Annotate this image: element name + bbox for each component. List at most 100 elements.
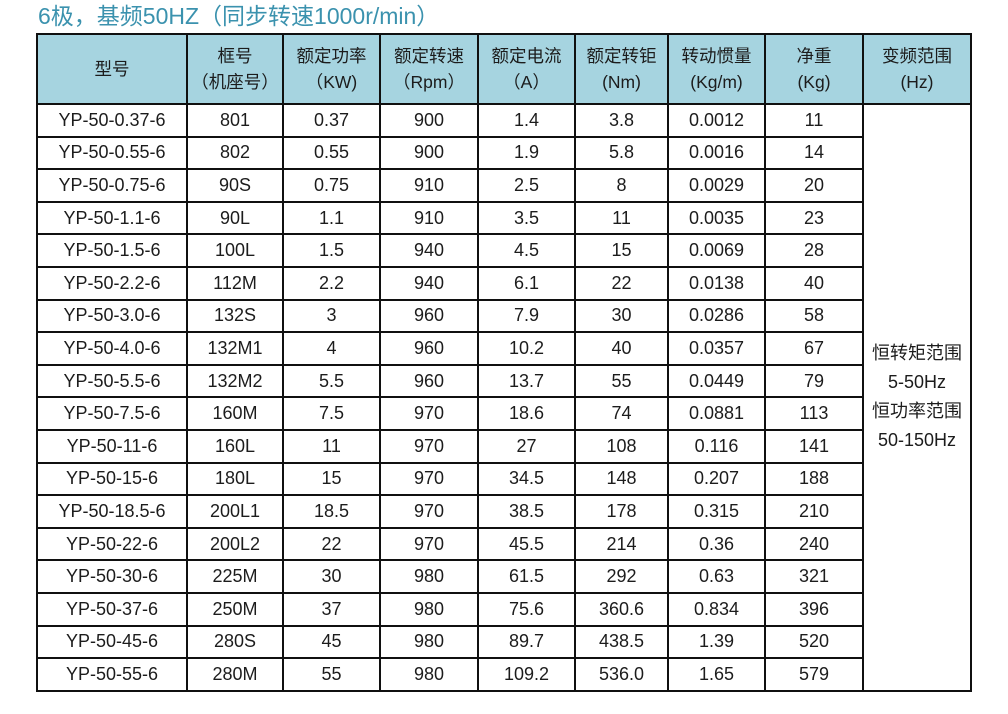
rated-torque-cell: 214: [574, 526, 669, 562]
table-row: YP-50-15-6 180L 15 970 34.5 148 0.207 188: [36, 461, 971, 497]
header-rated-current-unit: （A）: [503, 72, 550, 92]
frame-cell: 200L1: [186, 494, 284, 529]
rated-power-cell: 4: [282, 331, 381, 366]
rated-torque-cell: 11: [574, 200, 669, 236]
model-cell: YP-50-1.1-6: [36, 200, 188, 236]
net-weight-cell: 321: [764, 559, 864, 594]
rated-speed-cell: 910: [379, 200, 479, 236]
header-net-weight: 净重 (Kg): [764, 33, 864, 105]
page-title: 6极，基频50HZ（同步转速1000r/min）: [38, 3, 440, 29]
model-cell: YP-50-18.5-6: [36, 494, 188, 529]
frequency-range-cell: 恒转矩范围 5-50Hz 恒功率范围 50-150Hz: [862, 103, 972, 692]
model-cell: YP-50-22-6: [36, 526, 188, 562]
header-frame-unit: （机座号）: [191, 72, 279, 92]
frame-cell: 112M: [186, 265, 284, 301]
rated-current-cell: 109.2: [477, 657, 576, 692]
rated-speed-cell: 970: [379, 428, 479, 464]
rated-current-cell: 38.5: [477, 494, 576, 529]
rated-power-cell: 0.37: [282, 103, 381, 138]
net-weight-cell: 113: [764, 396, 864, 431]
frequency-range-line: 恒功率范围: [872, 401, 962, 422]
rated-speed-cell: 960: [379, 298, 479, 334]
inertia-cell: 0.0449: [667, 363, 766, 399]
header-inertia-label: 转动惯量: [681, 46, 752, 66]
table-row: YP-50-37-6 250M 37 980 75.6 360.6 0.834 396: [36, 591, 971, 627]
model-cell: YP-50-2.2-6: [36, 265, 188, 301]
rated-power-cell: 22: [282, 526, 381, 562]
inertia-cell: 0.207: [667, 461, 766, 497]
frame-cell: 180L: [186, 461, 284, 497]
inertia-cell: 1.65: [667, 657, 766, 692]
inertia-cell: 0.834: [667, 591, 766, 627]
rated-power-cell: 3: [282, 298, 381, 334]
rated-current-cell: 3.5: [477, 200, 576, 236]
table-row: YP-50-2.2-6 112M 2.2 940 6.1 22 0.0138 40: [36, 265, 971, 301]
header-net-weight-unit: (Kg): [797, 72, 831, 92]
rated-torque-cell: 22: [574, 265, 669, 301]
rated-speed-cell: 900: [379, 135, 479, 171]
header-rated-current-label: 额定电流: [491, 46, 562, 66]
rated-torque-cell: 74: [574, 396, 669, 431]
rated-torque-cell: 8: [574, 168, 669, 203]
rated-current-cell: 4.5: [477, 233, 576, 268]
frame-cell: 132S: [186, 298, 284, 334]
table-row: YP-50-1.1-6 90L 1.1 910 3.5 11 0.0035 23: [36, 200, 971, 236]
frame-cell: 160M: [186, 396, 284, 431]
net-weight-cell: 67: [764, 331, 864, 366]
net-weight-cell: 520: [764, 624, 864, 660]
table-row: YP-50-11-6 160L 11 970 27 108 0.116 141: [36, 428, 971, 464]
table-row: YP-50-30-6 225M 30 980 61.5 292 0.63 321: [36, 559, 971, 594]
net-weight-cell: 20: [764, 168, 864, 203]
header-frame: 框号 （机座号）: [186, 33, 284, 105]
rated-current-cell: 45.5: [477, 526, 576, 562]
inertia-cell: 0.0286: [667, 298, 766, 334]
frame-cell: 200L2: [186, 526, 284, 562]
rated-power-cell: 2.2: [282, 265, 381, 301]
model-cell: YP-50-37-6: [36, 591, 188, 627]
frequency-range-line: 50-150Hz: [877, 430, 957, 451]
table-row: YP-50-45-6 280S 45 980 89.7 438.5 1.39 520: [36, 624, 971, 660]
rated-speed-cell: 940: [379, 233, 479, 268]
inertia-cell: 1.39: [667, 624, 766, 660]
model-cell: YP-50-0.75-6: [36, 168, 188, 203]
inertia-cell: 0.0069: [667, 233, 766, 268]
frame-cell: 160L: [186, 428, 284, 464]
table-row: YP-50-5.5-6 132M2 5.5 960 13.7 55 0.0449 79: [36, 363, 971, 399]
net-weight-cell: 396: [764, 591, 864, 627]
model-cell: YP-50-15-6: [36, 461, 188, 497]
rated-current-cell: 34.5: [477, 461, 576, 497]
rated-speed-cell: 900: [379, 103, 479, 138]
rated-power-cell: 0.75: [282, 168, 381, 203]
header-rated-power-label: 额定功率: [296, 46, 367, 66]
header-rated-speed-label: 额定转速: [394, 46, 464, 66]
header-rated-torque: 额定转钜 (Nm): [574, 33, 669, 105]
rated-power-cell: 37: [282, 591, 381, 627]
rated-current-cell: 6.1: [477, 265, 576, 301]
header-rated-torque-label: 额定转钜: [586, 46, 657, 66]
rated-speed-cell: 980: [379, 624, 479, 660]
table-body: YP-50-0.37-6 801 0.37 900 1.4 3.8 0.0012 11 恒转矩范…: [36, 103, 972, 692]
inertia-cell: 0.36: [667, 526, 766, 562]
frequency-range-line: 恒转矩范围: [872, 343, 962, 364]
rated-power-cell: 55: [282, 657, 381, 692]
rated-torque-cell: 438.5: [574, 624, 669, 660]
table-row: YP-50-1.5-6 100L 1.5 940 4.5 15 0.0069 28: [36, 233, 971, 268]
inertia-cell: 0.0016: [667, 135, 766, 171]
rated-power-cell: 5.5: [282, 363, 381, 399]
table-row: YP-50-55-6 280M 55 980 109.2 536.0 1.65 579: [36, 657, 971, 692]
rated-torque-cell: 108: [574, 428, 669, 464]
rated-current-cell: 75.6: [477, 591, 576, 627]
rated-power-cell: 15: [282, 461, 381, 497]
rated-torque-cell: 15: [574, 233, 669, 268]
net-weight-cell: 11: [764, 103, 864, 138]
header-rated-power-unit: （KW): [305, 72, 358, 92]
rated-power-cell: 0.55: [282, 135, 381, 171]
net-weight-cell: 40: [764, 265, 864, 301]
table-row: YP-50-7.5-6 160M 7.5 970 18.6 74 0.0881 113: [36, 396, 971, 431]
frame-cell: 802: [186, 135, 284, 171]
frame-cell: 132M2: [186, 363, 284, 399]
rated-current-cell: 61.5: [477, 559, 576, 594]
model-cell: YP-50-4.0-6: [36, 331, 188, 366]
inertia-cell: 0.0029: [667, 168, 766, 203]
net-weight-cell: 141: [764, 428, 864, 464]
